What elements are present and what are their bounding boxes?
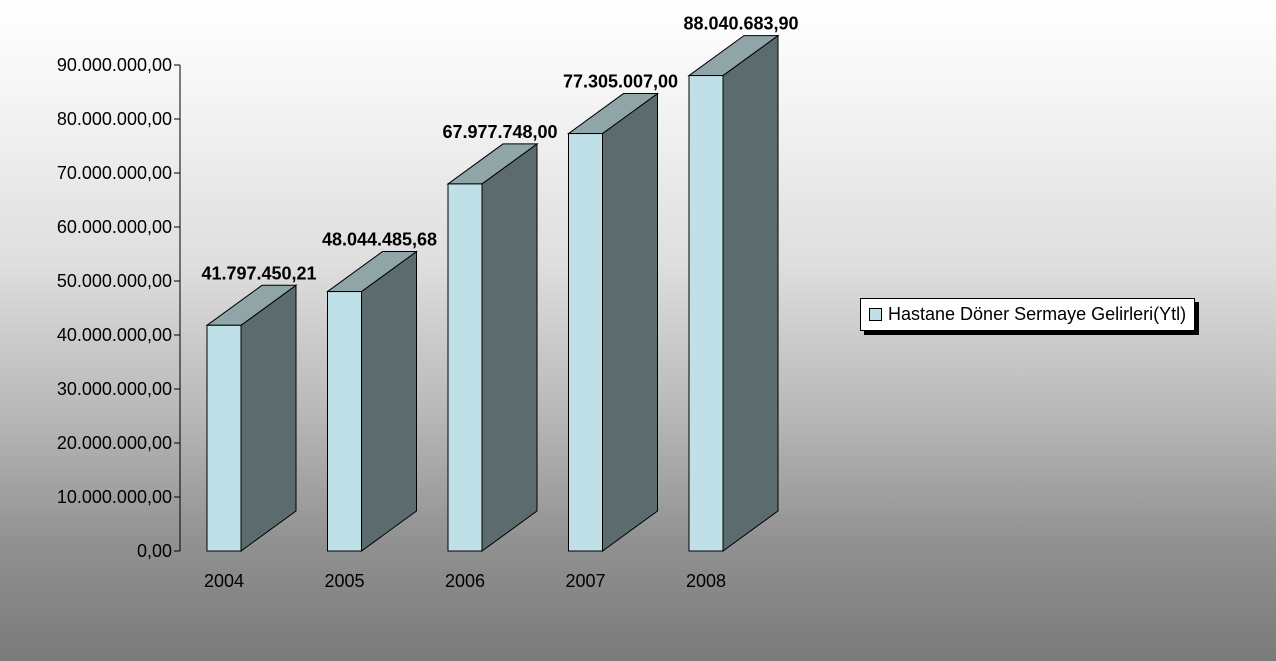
bar-side [722,34,779,552]
legend-label: Hastane Döner Sermaye Gelirleri(Ytl) [888,304,1187,324]
y-tick-label: 80.000.000,00 [57,109,172,129]
data-label: 77.305.007,00 [563,72,678,92]
y-tick-label: 60.000.000,00 [57,217,172,237]
bar [687,34,780,552]
y-tick-label: 50.000.000,00 [57,271,172,291]
bar-side [602,92,658,552]
bar-front [688,75,724,552]
x-tick-label: 2005 [324,571,364,591]
bar-front [568,133,603,552]
y-tick-label: 40.000.000,00 [57,325,172,345]
y-tick-label: 30.000.000,00 [57,379,172,399]
bar [205,284,298,552]
bar-side [361,250,417,552]
data-label: 48.044.485,68 [322,230,437,250]
bar [325,250,419,552]
legend-swatch [869,308,882,321]
data-label: 88.040.683,90 [683,14,798,34]
x-tick-label: 2008 [686,571,726,591]
y-tick-label: 20.000.000,00 [57,433,172,453]
y-tick-label: 70.000.000,00 [57,163,172,183]
y-axis: 0,00 10.000.000,00 20.000.000,00 30.000.000… [57,55,181,561]
x-tick-label: 2006 [445,571,485,591]
data-labels: 41.797.450,21 48.044.485,68 67.977.748,00 7… [201,14,798,284]
bars [205,34,780,552]
bar [446,142,539,552]
bar [566,92,660,552]
x-tick-label: 2007 [565,571,605,591]
x-tick-label: 2004 [204,571,244,591]
bar-side [481,142,538,552]
data-label: 41.797.450,21 [201,263,316,283]
bar-front [447,183,483,552]
y-tick-label: 10.000.000,00 [57,487,172,507]
bar-side [240,284,297,552]
bar-front [327,291,362,552]
bar-front [206,324,242,552]
y-tick-label: 0,00 [137,541,172,561]
data-label: 67.977.748,00 [442,122,557,142]
x-axis-labels: 2004 2005 2006 2007 2008 [204,571,726,591]
y-tick-label: 90.000.000,00 [57,55,172,75]
legend: Hastane Döner Sermaye Gelirleri(Ytl) [860,298,1196,331]
